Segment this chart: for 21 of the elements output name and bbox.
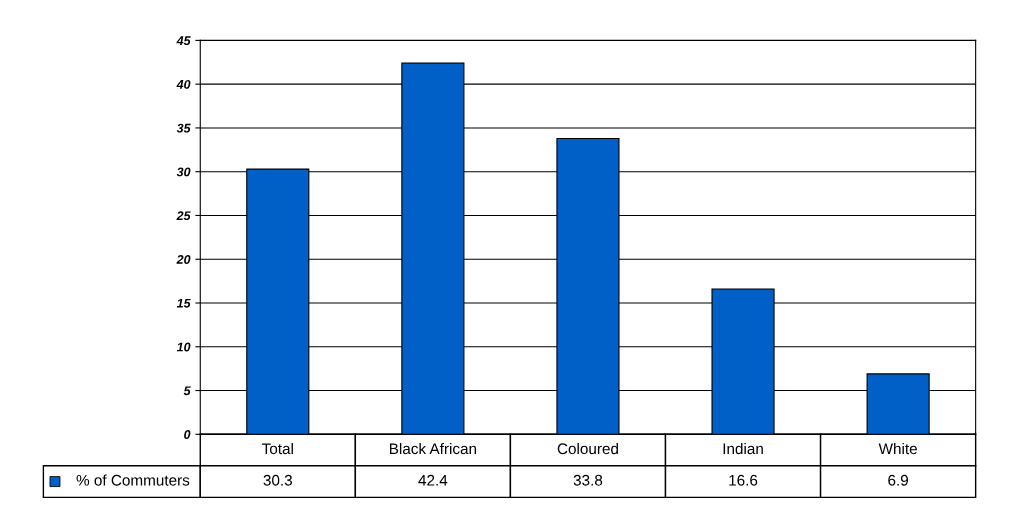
data-label: 30.3 [263,474,292,486]
data-label: 16.6 [729,474,758,486]
y-tick-label: 5 [183,386,191,396]
x-tick-label: White [878,442,917,455]
x-tick-label: Coloured [557,442,618,455]
y-tick-label: 25 [176,211,191,221]
y-tick-label: 45 [176,36,191,46]
y-tick-label: 30 [176,167,191,177]
data-label: 42.4 [418,474,448,486]
y-tick-label: 40 [176,79,191,89]
x-tick-label: Indian [723,442,763,455]
x-tick-label: Total [262,442,293,455]
x-tick-label: Black African [389,442,477,455]
y-tick-label: 10 [176,342,191,352]
y-tick-label: 0 [184,430,191,439]
legend-label: % of Commuters [76,474,190,486]
data-label: 33.8 [573,474,603,486]
y-tick-label: 15 [176,298,191,308]
y-tick-label: 35 [176,123,191,133]
y-tick-label: 20 [176,255,191,264]
data-label: 6.9 [888,474,909,486]
